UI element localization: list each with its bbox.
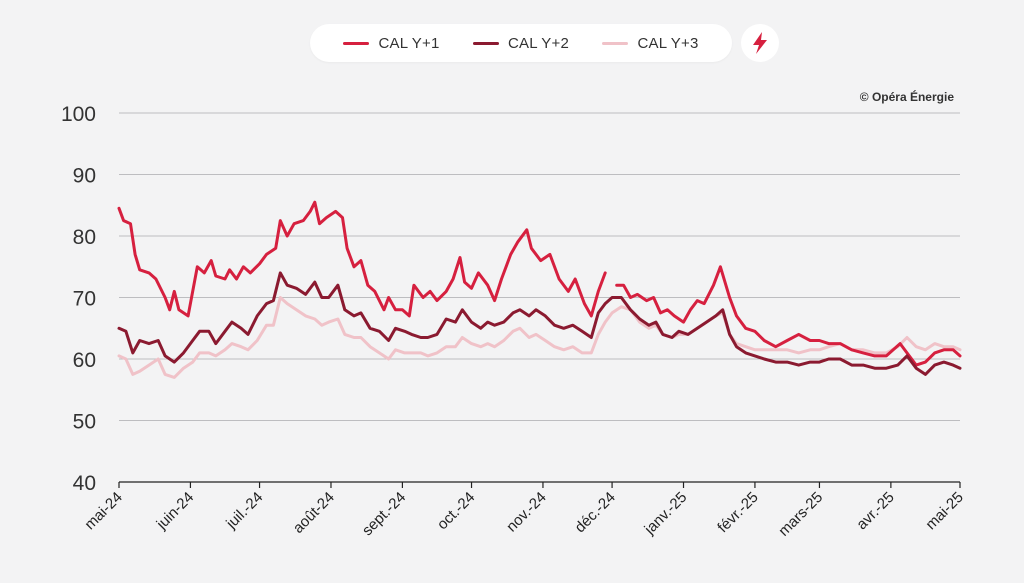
series-line-cal-y-2 xyxy=(117,271,962,376)
x-tick-label: nov.-24 xyxy=(503,489,550,536)
y-tick-label: 60 xyxy=(73,349,96,372)
series-line-cal-y-1 xyxy=(117,200,962,367)
series-line-cal-y-3 xyxy=(117,296,962,379)
chart-gridlines xyxy=(119,112,960,421)
legend-swatch-cal-y3 xyxy=(602,41,629,45)
x-tick-label: mai-24 xyxy=(81,489,125,533)
legend-item-cal-y3[interactable]: CAL Y+3 xyxy=(602,35,698,52)
y-tick-label: 50 xyxy=(73,411,96,434)
x-tick-label: janv.-25 xyxy=(641,489,691,539)
y-tick-label: 90 xyxy=(73,165,96,188)
copyright-label: © Opéra Énergie xyxy=(859,90,954,104)
y-tick-label: 70 xyxy=(73,288,96,311)
x-tick-label: avr.-25 xyxy=(853,489,897,533)
chart-legend: CAL Y+1 CAL Y+2 CAL Y+3 xyxy=(310,24,732,62)
chart-series xyxy=(117,200,962,379)
legend-item-cal-y1[interactable]: CAL Y+1 xyxy=(343,35,439,52)
x-axis: mai-24 juin-24 juil.-24 août-24 sept.-24 oct.… xyxy=(81,481,967,540)
legend-label-cal-y1: CAL Y+1 xyxy=(378,34,440,52)
legend-swatch-cal-y1 xyxy=(343,41,370,45)
y-tick-label: 80 xyxy=(73,226,96,249)
x-tick-label: sept.-24 xyxy=(359,489,409,539)
x-tick-label: déc.-24 xyxy=(571,489,618,536)
x-tick-label: févr.-25 xyxy=(714,489,761,536)
y-tick-label: 100 xyxy=(61,103,96,126)
electricity-badge xyxy=(741,24,779,62)
x-tick-label: mai-25 xyxy=(922,489,966,533)
legend-item-cal-y2[interactable]: CAL Y+2 xyxy=(472,34,569,52)
lightning-bolt-icon xyxy=(753,32,767,54)
x-tick-label: oct.-24 xyxy=(434,489,478,533)
legend-label-cal-y2: CAL Y+2 xyxy=(507,34,569,52)
y-tick-label: 40 xyxy=(73,472,96,495)
x-tick-label: juil.-24 xyxy=(222,489,266,533)
x-tick-label: juin-24 xyxy=(153,489,198,534)
y-axis-tick-labels: 40 50 60 70 80 90 100 xyxy=(61,103,96,495)
legend-swatch-cal-y2 xyxy=(472,41,499,45)
x-tick-label: mars-25 xyxy=(775,489,826,540)
x-tick-label: août-24 xyxy=(290,489,338,537)
legend-label-cal-y3: CAL Y+3 xyxy=(637,34,699,52)
